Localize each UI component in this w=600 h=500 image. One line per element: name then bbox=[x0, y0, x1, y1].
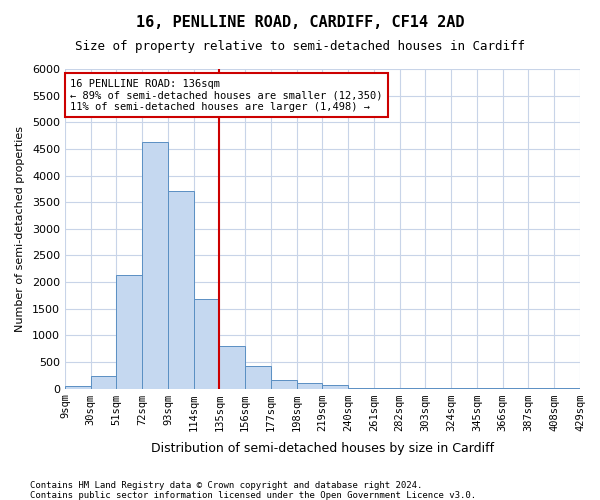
Y-axis label: Number of semi-detached properties: Number of semi-detached properties bbox=[15, 126, 25, 332]
Text: Size of property relative to semi-detached houses in Cardiff: Size of property relative to semi-detach… bbox=[75, 40, 525, 53]
Bar bbox=[142, 142, 168, 388]
Bar bbox=[168, 192, 194, 388]
Bar bbox=[322, 386, 348, 388]
Text: 16, PENLLINE ROAD, CARDIFF, CF14 2AD: 16, PENLLINE ROAD, CARDIFF, CF14 2AD bbox=[136, 15, 464, 30]
Bar bbox=[116, 275, 142, 388]
Bar bbox=[91, 376, 116, 388]
Bar bbox=[245, 366, 271, 388]
Bar bbox=[220, 346, 245, 389]
Text: Contains HM Land Registry data © Crown copyright and database right 2024.: Contains HM Land Registry data © Crown c… bbox=[30, 481, 422, 490]
Text: 16 PENLLINE ROAD: 136sqm
← 89% of semi-detached houses are smaller (12,350)
11% : 16 PENLLINE ROAD: 136sqm ← 89% of semi-d… bbox=[70, 78, 383, 112]
Text: Contains public sector information licensed under the Open Government Licence v3: Contains public sector information licen… bbox=[30, 491, 476, 500]
X-axis label: Distribution of semi-detached houses by size in Cardiff: Distribution of semi-detached houses by … bbox=[151, 442, 494, 455]
Bar bbox=[194, 299, 220, 388]
Bar bbox=[271, 380, 297, 388]
Bar bbox=[297, 384, 322, 388]
Bar bbox=[65, 386, 91, 388]
